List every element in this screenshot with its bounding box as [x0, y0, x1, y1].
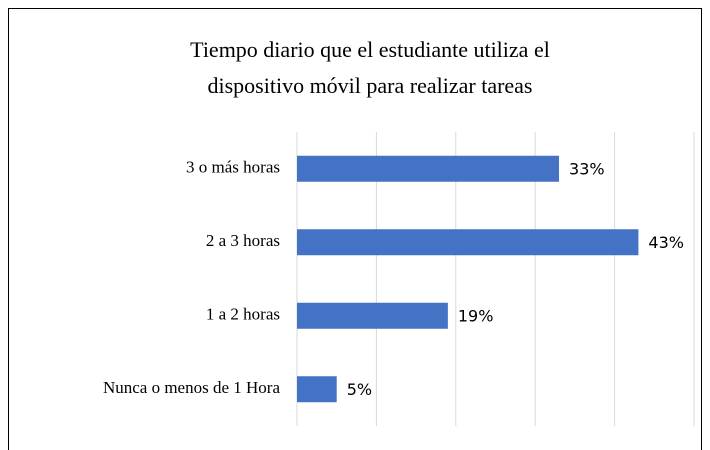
- chart-title: Tiempo diario que el estudiante utiliza …: [190, 37, 550, 62]
- data-label: 19%: [458, 306, 494, 325]
- data-label: 43%: [648, 233, 684, 252]
- chart-frame: [8, 8, 702, 450]
- bar: [297, 376, 337, 403]
- bar: [297, 155, 560, 182]
- bar: [297, 302, 448, 329]
- y-tick-label: 3 o más horas: [186, 158, 280, 177]
- data-label: 33%: [569, 159, 605, 178]
- y-tick-label: Nunca o menos de 1 Hora: [103, 378, 280, 397]
- chart-title: dispositivo móvil para realizar tareas: [208, 73, 533, 98]
- data-label: 5%: [347, 380, 372, 399]
- y-tick-label: 1 a 2 horas: [206, 305, 280, 324]
- y-tick-label: 2 a 3 horas: [206, 231, 280, 250]
- bar: [297, 229, 639, 256]
